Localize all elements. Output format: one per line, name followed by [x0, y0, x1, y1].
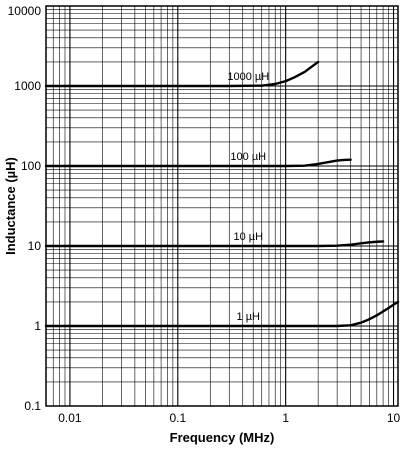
y-tick-label: 1	[34, 319, 41, 333]
plot-frame	[45, 5, 399, 407]
x-tick-label: 1	[282, 411, 289, 425]
x-tick-label: 0.01	[58, 411, 82, 425]
x-tick-label: 10	[387, 411, 400, 425]
y-tick-label: 0.1	[24, 399, 41, 413]
series-line	[44, 158, 352, 168]
y-tick-label: 100	[21, 159, 41, 173]
series-curves	[44, 60, 400, 328]
series-label: 1000 µH	[227, 71, 269, 83]
y-tick-label: 1000	[14, 79, 41, 93]
minor-gridlines	[46, 6, 398, 406]
series-label: 100 µH	[230, 151, 266, 163]
series-line	[44, 300, 400, 328]
y-tick-label: 10000	[8, 4, 42, 18]
x-axis-title: Frequency (MHz)	[170, 430, 275, 445]
plot-background	[46, 6, 398, 406]
series-line	[44, 60, 320, 88]
series-labels: 1000 µH 100 µH 10 µH 1 µH	[227, 71, 269, 323]
y-axis-title: Inductance (µH)	[3, 157, 18, 255]
y-tick-labels: 0.1 1 10 100 1000 10000	[8, 4, 42, 413]
series-label: 1 µH	[237, 311, 261, 323]
y-tick-label: 10	[28, 239, 42, 253]
x-tick-label: 0.1	[169, 411, 186, 425]
series-line	[44, 240, 385, 248]
series-label: 10 µH	[233, 231, 263, 243]
x-tick-labels: 0.01 0.1 1 10	[58, 411, 400, 425]
